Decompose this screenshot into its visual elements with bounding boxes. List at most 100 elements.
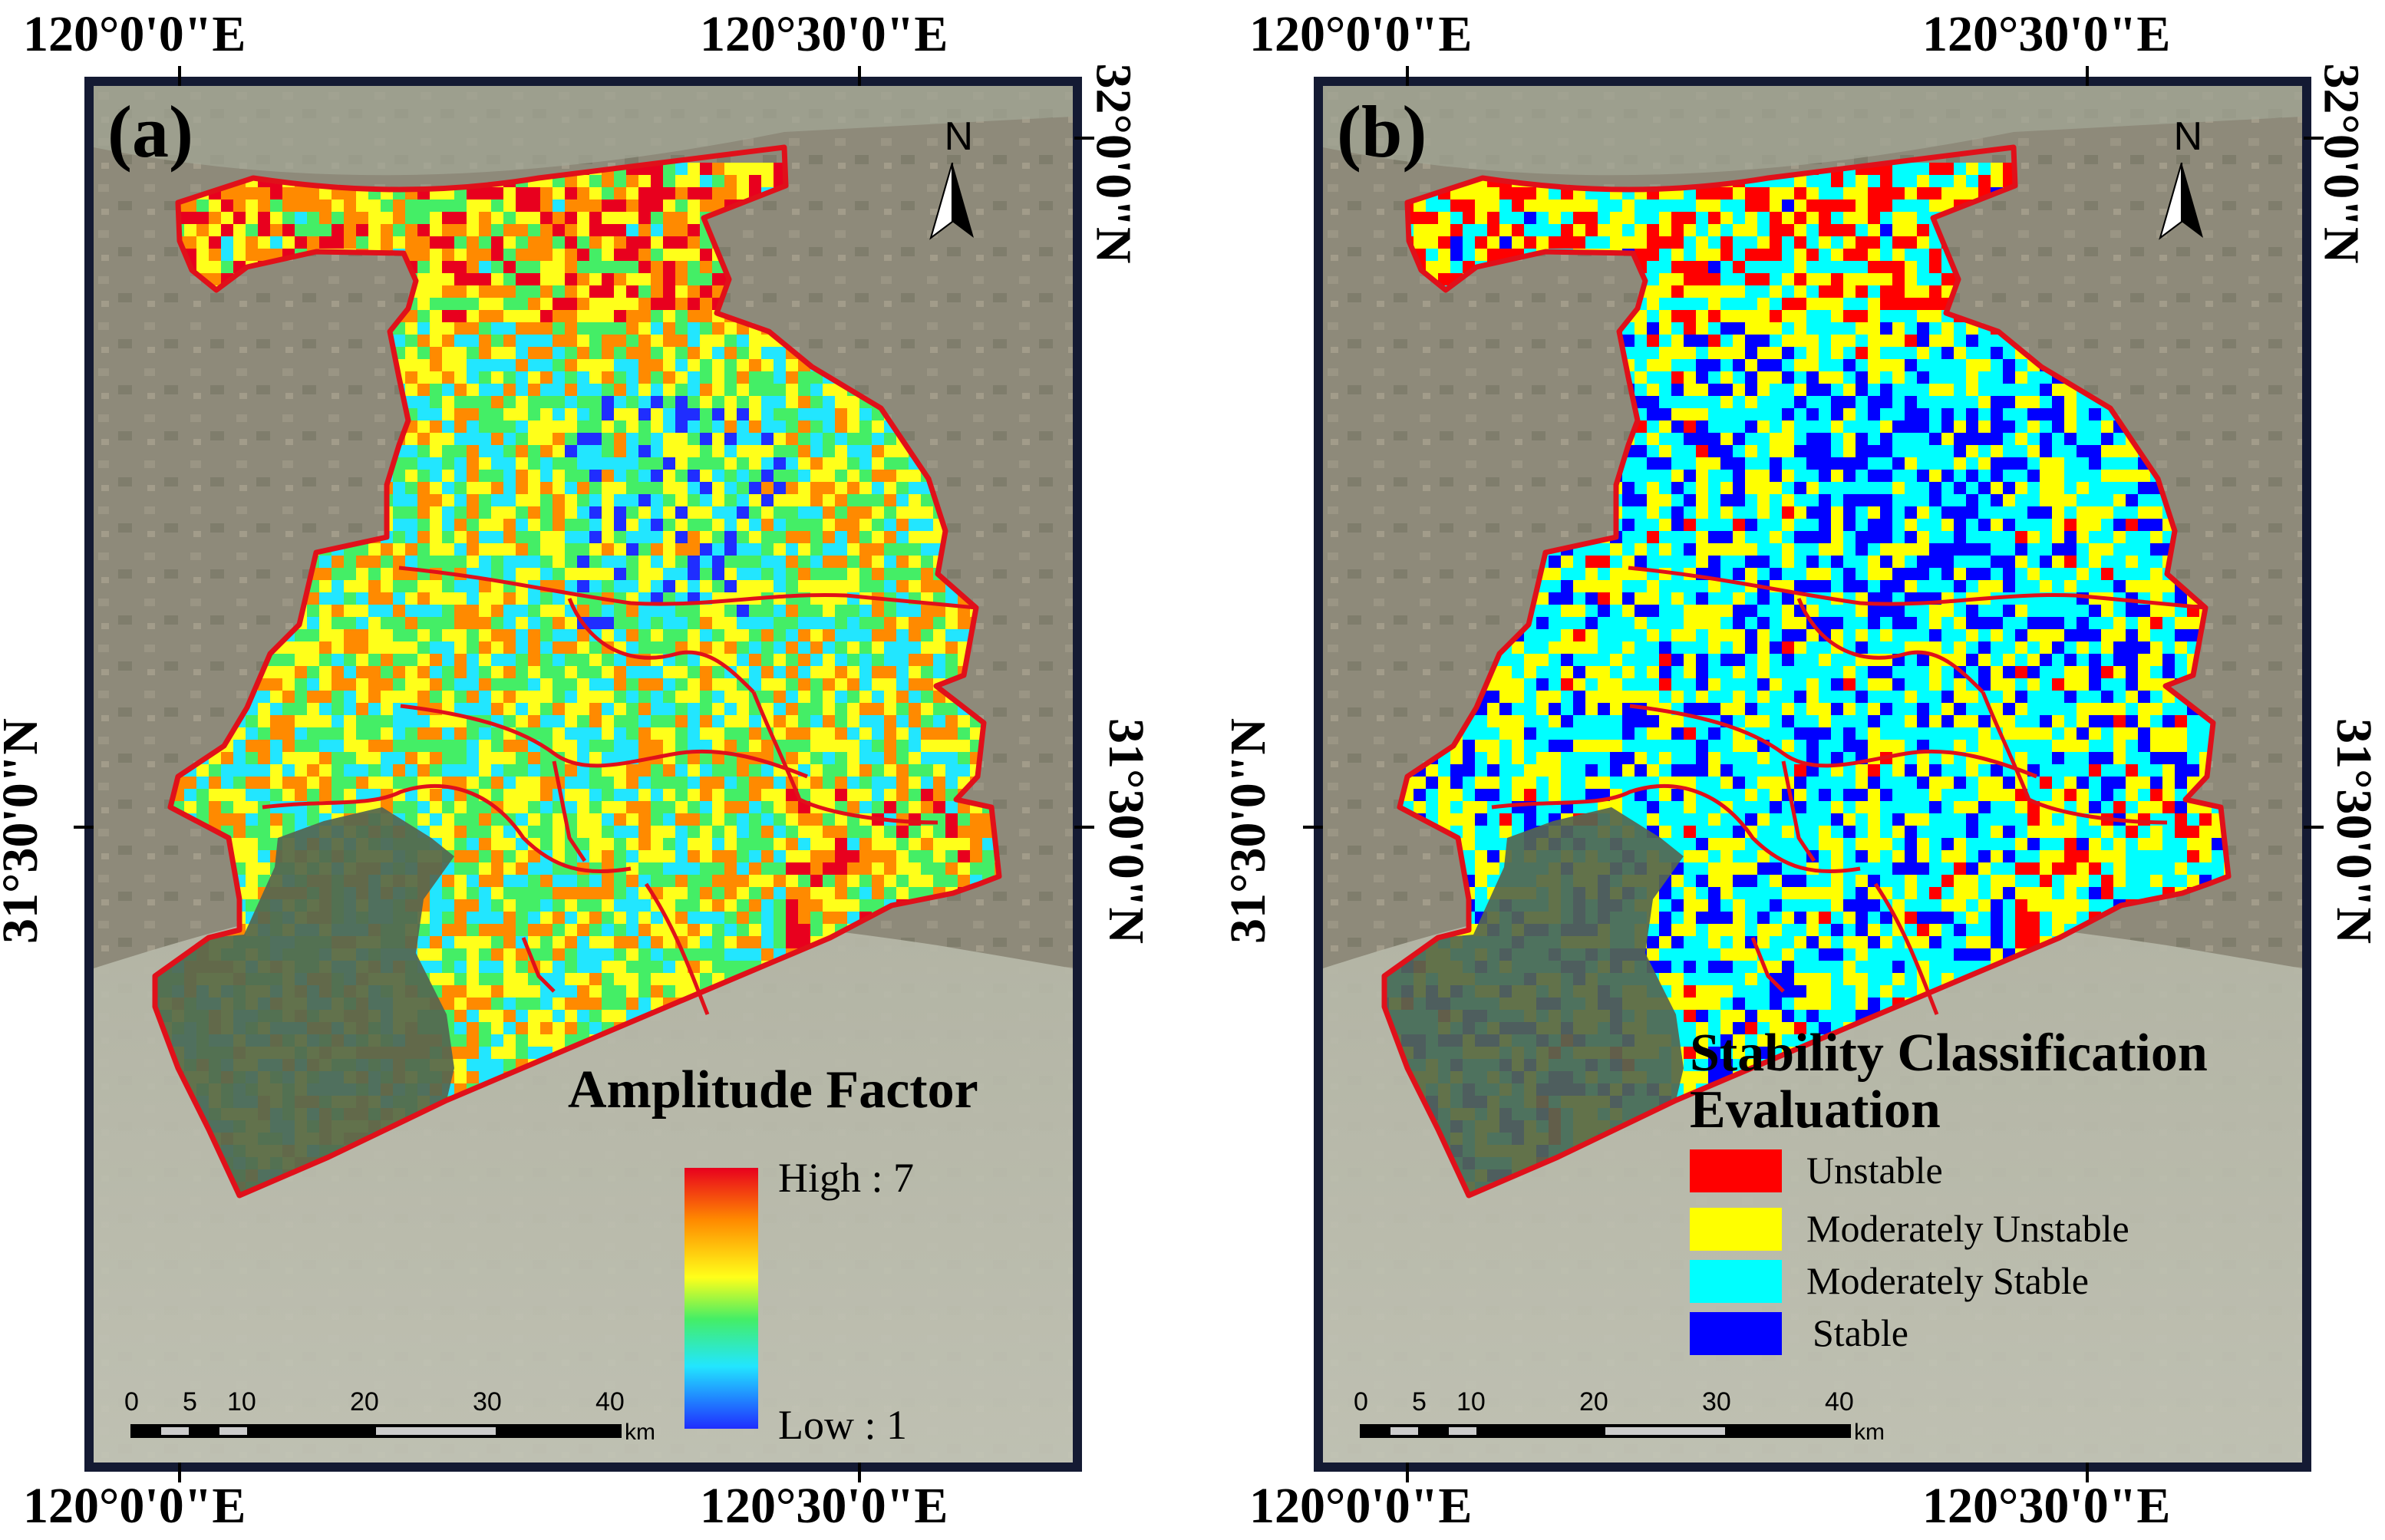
- raster-cell: [638, 531, 651, 543]
- raster-cell: [282, 691, 295, 703]
- raster-cell: [442, 347, 454, 359]
- raster-cell: [368, 727, 381, 740]
- raster-cell: [737, 568, 749, 580]
- raster-cell: [405, 641, 417, 654]
- raster-cell: [982, 862, 995, 875]
- raster-cell: [540, 924, 553, 936]
- raster-cell: [663, 506, 675, 519]
- raster-cell: [737, 629, 749, 641]
- raster-cell: [859, 703, 872, 715]
- raster-cell: [565, 580, 577, 592]
- raster-cell: [516, 494, 528, 506]
- raster-cell: [258, 740, 270, 752]
- raster-cell: [442, 740, 454, 752]
- raster-cell: [749, 580, 761, 592]
- raster-cell: [528, 531, 540, 543]
- raster-cell: [724, 506, 737, 519]
- raster-cell: [282, 187, 295, 200]
- raster-cell: [798, 727, 810, 740]
- raster-cell: [614, 629, 626, 641]
- raster-cell: [393, 727, 405, 740]
- raster-cell: [479, 912, 491, 924]
- raster-cell: [516, 187, 528, 200]
- raster-cell: [516, 531, 528, 543]
- raster-cell: [528, 396, 540, 408]
- raster-cell: [577, 568, 589, 580]
- raster-cell: [663, 371, 675, 384]
- raster-cell: [479, 494, 491, 506]
- raster-cell: [589, 371, 602, 384]
- raster-cell: [319, 641, 332, 654]
- raster-cell: [712, 838, 724, 850]
- raster-cell: [749, 887, 761, 899]
- raster-cell: [454, 691, 467, 703]
- raster-cell: [614, 408, 626, 420]
- raster-cell: [688, 666, 700, 678]
- raster-cell: [381, 592, 393, 605]
- raster-cell: [786, 371, 798, 384]
- raster-cell: [430, 519, 442, 531]
- raster-cell: [503, 543, 516, 556]
- raster-cell: [577, 912, 589, 924]
- raster-cell: [282, 641, 295, 654]
- raster-cell: [454, 457, 467, 470]
- raster-cell: [749, 629, 761, 641]
- raster-cell: [553, 335, 565, 347]
- raster-cell: [589, 543, 602, 556]
- raster-cell: [921, 678, 933, 691]
- raster-cell: [417, 298, 430, 310]
- raster-cell: [209, 777, 221, 789]
- raster-cell: [516, 887, 528, 899]
- raster-cell: [958, 862, 970, 875]
- raster-cell: [479, 605, 491, 617]
- raster-cell: [663, 408, 675, 420]
- raster-cell: [945, 629, 958, 641]
- raster-cell: [442, 789, 454, 801]
- raster-cell: [749, 813, 761, 826]
- raster-cell: [774, 691, 786, 703]
- raster-cell: [454, 236, 467, 249]
- raster-cell: [467, 506, 479, 519]
- raster-cell: [528, 384, 540, 396]
- raster-cell: [712, 666, 724, 678]
- raster-cell: [233, 187, 246, 200]
- raster-cell: [614, 912, 626, 924]
- raster-cell: [258, 224, 270, 236]
- raster-cell: [516, 236, 528, 249]
- raster-cell: [909, 556, 921, 568]
- raster-cell: [356, 592, 368, 605]
- raster-cell: [602, 777, 614, 789]
- raster-cell: [909, 531, 921, 543]
- raster-cell: [491, 666, 503, 678]
- raster-cell: [540, 556, 553, 568]
- raster-cell: [786, 727, 798, 740]
- raster-cell: [467, 322, 479, 335]
- raster-cell: [307, 727, 319, 740]
- raster-cell: [688, 777, 700, 789]
- raster-cell: [700, 543, 712, 556]
- raster-cell: [810, 396, 823, 408]
- raster-cell: [381, 678, 393, 691]
- raster-cell: [872, 580, 884, 592]
- raster-cell: [749, 433, 761, 445]
- raster-cell: [798, 371, 810, 384]
- raster-cell: [503, 420, 516, 433]
- raster-cell: [503, 629, 516, 641]
- raster-cell: [467, 777, 479, 789]
- raster-cell: [884, 482, 896, 494]
- raster-cell: [417, 200, 430, 212]
- raster-cell: [553, 813, 565, 826]
- raster-cell: [479, 580, 491, 592]
- raster-cell: [651, 862, 663, 875]
- raster-cell: [565, 494, 577, 506]
- raster-cell: [356, 200, 368, 212]
- raster-cell: [638, 175, 651, 187]
- raster-cell: [749, 678, 761, 691]
- raster-cell: [737, 813, 749, 826]
- lon-label-top-left-a: 120°0'0"E: [23, 6, 246, 62]
- raster-cell: [859, 543, 872, 556]
- raster-cell: [344, 666, 356, 678]
- raster-cell: [786, 924, 798, 936]
- raster-cell: [295, 200, 307, 212]
- raster-cell: [663, 605, 675, 617]
